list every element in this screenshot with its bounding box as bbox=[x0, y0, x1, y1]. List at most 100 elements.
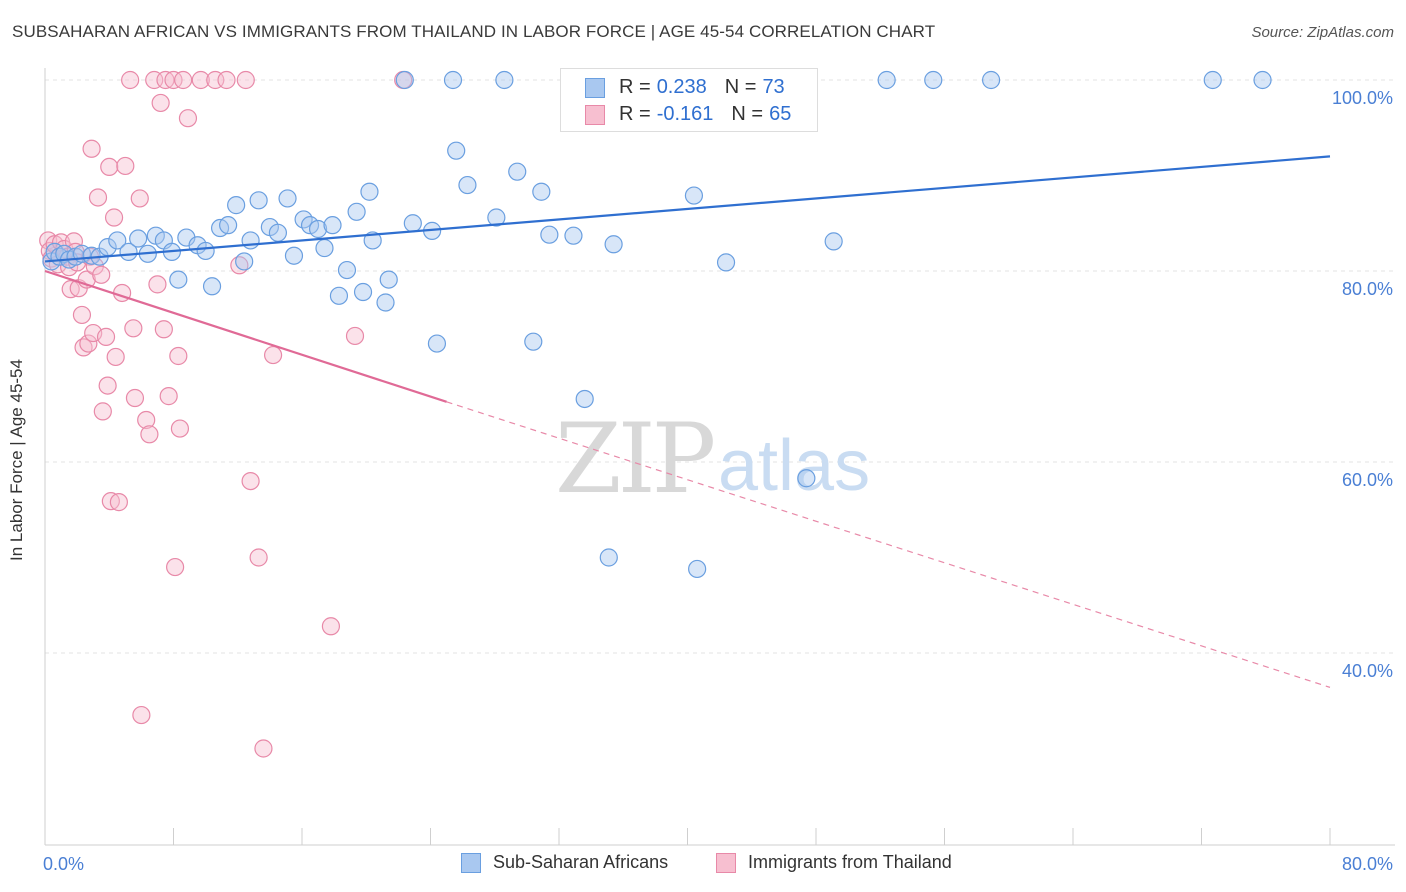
watermark-zip: ZIP bbox=[555, 403, 714, 515]
thailand-point bbox=[151, 93, 170, 113]
thailand-point bbox=[116, 156, 135, 176]
subsaharan-point bbox=[427, 334, 447, 353]
subsaharan-point bbox=[447, 141, 466, 160]
subsaharan-point bbox=[308, 219, 328, 239]
thailand-point bbox=[178, 109, 198, 128]
y-tick-label: 60.0% bbox=[1342, 470, 1393, 490]
thailand-point bbox=[124, 319, 143, 338]
legend-r-value: 0.238 bbox=[656, 75, 707, 98]
thailand-point bbox=[121, 70, 140, 90]
thailand-point bbox=[159, 387, 178, 406]
legend-n-value: 65 bbox=[769, 102, 792, 125]
thailand-point bbox=[166, 557, 185, 577]
subsaharan-point bbox=[403, 214, 422, 233]
subsaharan-point bbox=[688, 559, 707, 579]
subsaharan-point bbox=[540, 225, 559, 244]
legend-r-value: -0.161 bbox=[656, 102, 714, 125]
subsaharan-point bbox=[575, 389, 594, 409]
legend-row-subsaharan: R = 0.238 N = 73 bbox=[585, 74, 785, 100]
subsaharan-point bbox=[360, 182, 379, 201]
axes bbox=[44, 68, 1395, 846]
subsaharan-point bbox=[716, 253, 736, 272]
subsaharan-point bbox=[508, 162, 527, 181]
x-tick-label: 80.0% bbox=[1342, 854, 1393, 874]
thailand-point bbox=[169, 346, 188, 366]
thailand-point bbox=[125, 388, 145, 408]
legend-r-label: R = bbox=[619, 102, 651, 125]
thailand-point bbox=[217, 70, 236, 90]
thailand-point bbox=[96, 327, 116, 346]
thailand-point bbox=[148, 275, 167, 294]
subsaharan-point bbox=[196, 241, 215, 261]
thailand-point bbox=[109, 493, 128, 512]
thailand-point bbox=[104, 208, 124, 227]
subsaharan-point bbox=[119, 242, 138, 261]
subsaharan-point bbox=[219, 216, 238, 235]
subsaharan-point bbox=[981, 70, 1001, 90]
subsaharan-point bbox=[337, 260, 357, 280]
series-thailand-points bbox=[39, 70, 413, 758]
thailand-point bbox=[82, 139, 101, 158]
subsaharan-point bbox=[323, 216, 342, 235]
thailand-point bbox=[98, 376, 117, 395]
y-tick-labels: 100.0% 80.0% 60.0% 40.0% bbox=[1332, 88, 1393, 681]
subsaharan-point bbox=[249, 191, 268, 210]
legend-r-label: R = bbox=[619, 75, 651, 98]
thailand-point bbox=[170, 419, 190, 438]
legend-item-subsaharan: Sub-Saharan Africans bbox=[461, 852, 668, 873]
subsaharan-point bbox=[376, 293, 395, 312]
legend-label-thailand: Immigrants from Thailand bbox=[748, 852, 952, 872]
gridlines bbox=[45, 79, 1395, 654]
subsaharan-point bbox=[353, 282, 373, 302]
thailand-point bbox=[72, 305, 92, 325]
thailand-point bbox=[174, 70, 193, 90]
subsaharan-point bbox=[268, 223, 288, 242]
thailand-point bbox=[88, 188, 108, 207]
subsaharan-point bbox=[347, 202, 366, 221]
thailand-point bbox=[254, 739, 273, 758]
thailand-point bbox=[106, 347, 125, 367]
subsaharan-point bbox=[684, 186, 704, 205]
y-tick-label: 100.0% bbox=[1332, 88, 1393, 108]
watermark-atlas: atlas bbox=[718, 426, 870, 506]
subsaharan-point bbox=[599, 548, 618, 567]
subsaharan-point bbox=[284, 246, 304, 265]
legend-row-thailand: R = -0.161 N = 65 bbox=[585, 101, 792, 127]
legend-label-subsaharan: Sub-Saharan Africans bbox=[493, 852, 669, 872]
subsaharan-point bbox=[202, 277, 222, 296]
chart-title: SUBSAHARAN AFRICAN VS IMMIGRANTS FROM TH… bbox=[12, 22, 936, 41]
thailand-point bbox=[132, 705, 151, 725]
legend-swatch-thailand bbox=[585, 105, 605, 125]
series-legend: Sub-Saharan Africans Immigrants from Tha… bbox=[0, 852, 1406, 876]
thailand-point bbox=[191, 70, 210, 90]
subsaharan-point bbox=[797, 469, 816, 488]
thailand-point bbox=[321, 617, 341, 636]
watermark: ZIP atlas bbox=[555, 403, 870, 515]
thailand-point bbox=[140, 425, 159, 444]
subsaharan-point bbox=[532, 182, 551, 201]
subsaharan-point bbox=[315, 238, 334, 258]
y-tick-label: 40.0% bbox=[1342, 661, 1393, 681]
thailand-point bbox=[241, 472, 260, 491]
legend-n-value: 73 bbox=[762, 75, 785, 98]
subsaharan-point bbox=[924, 70, 943, 90]
subsaharan-point bbox=[443, 70, 463, 90]
subsaharan-point bbox=[108, 231, 127, 250]
legend-n-label: N = bbox=[731, 102, 764, 125]
subsaharan-point bbox=[877, 70, 896, 90]
subsaharan-point bbox=[1253, 70, 1272, 90]
subsaharan-trend-line bbox=[44, 155, 1331, 263]
x-tick-label: 0.0% bbox=[43, 854, 84, 874]
thailand-point bbox=[263, 345, 283, 365]
thailand-point bbox=[249, 548, 268, 567]
legend-swatch-thailand bbox=[716, 852, 736, 873]
subsaharan-point bbox=[241, 231, 260, 250]
subsaharan-point bbox=[329, 286, 349, 305]
subsaharan-point bbox=[395, 70, 414, 90]
thailand-point bbox=[130, 189, 149, 208]
subsaharan-point bbox=[487, 208, 506, 227]
subsaharan-point bbox=[824, 232, 843, 251]
x-tick-labels: 0.0% 80.0% bbox=[43, 854, 1393, 874]
legend-swatch-subsaharan bbox=[461, 852, 481, 873]
